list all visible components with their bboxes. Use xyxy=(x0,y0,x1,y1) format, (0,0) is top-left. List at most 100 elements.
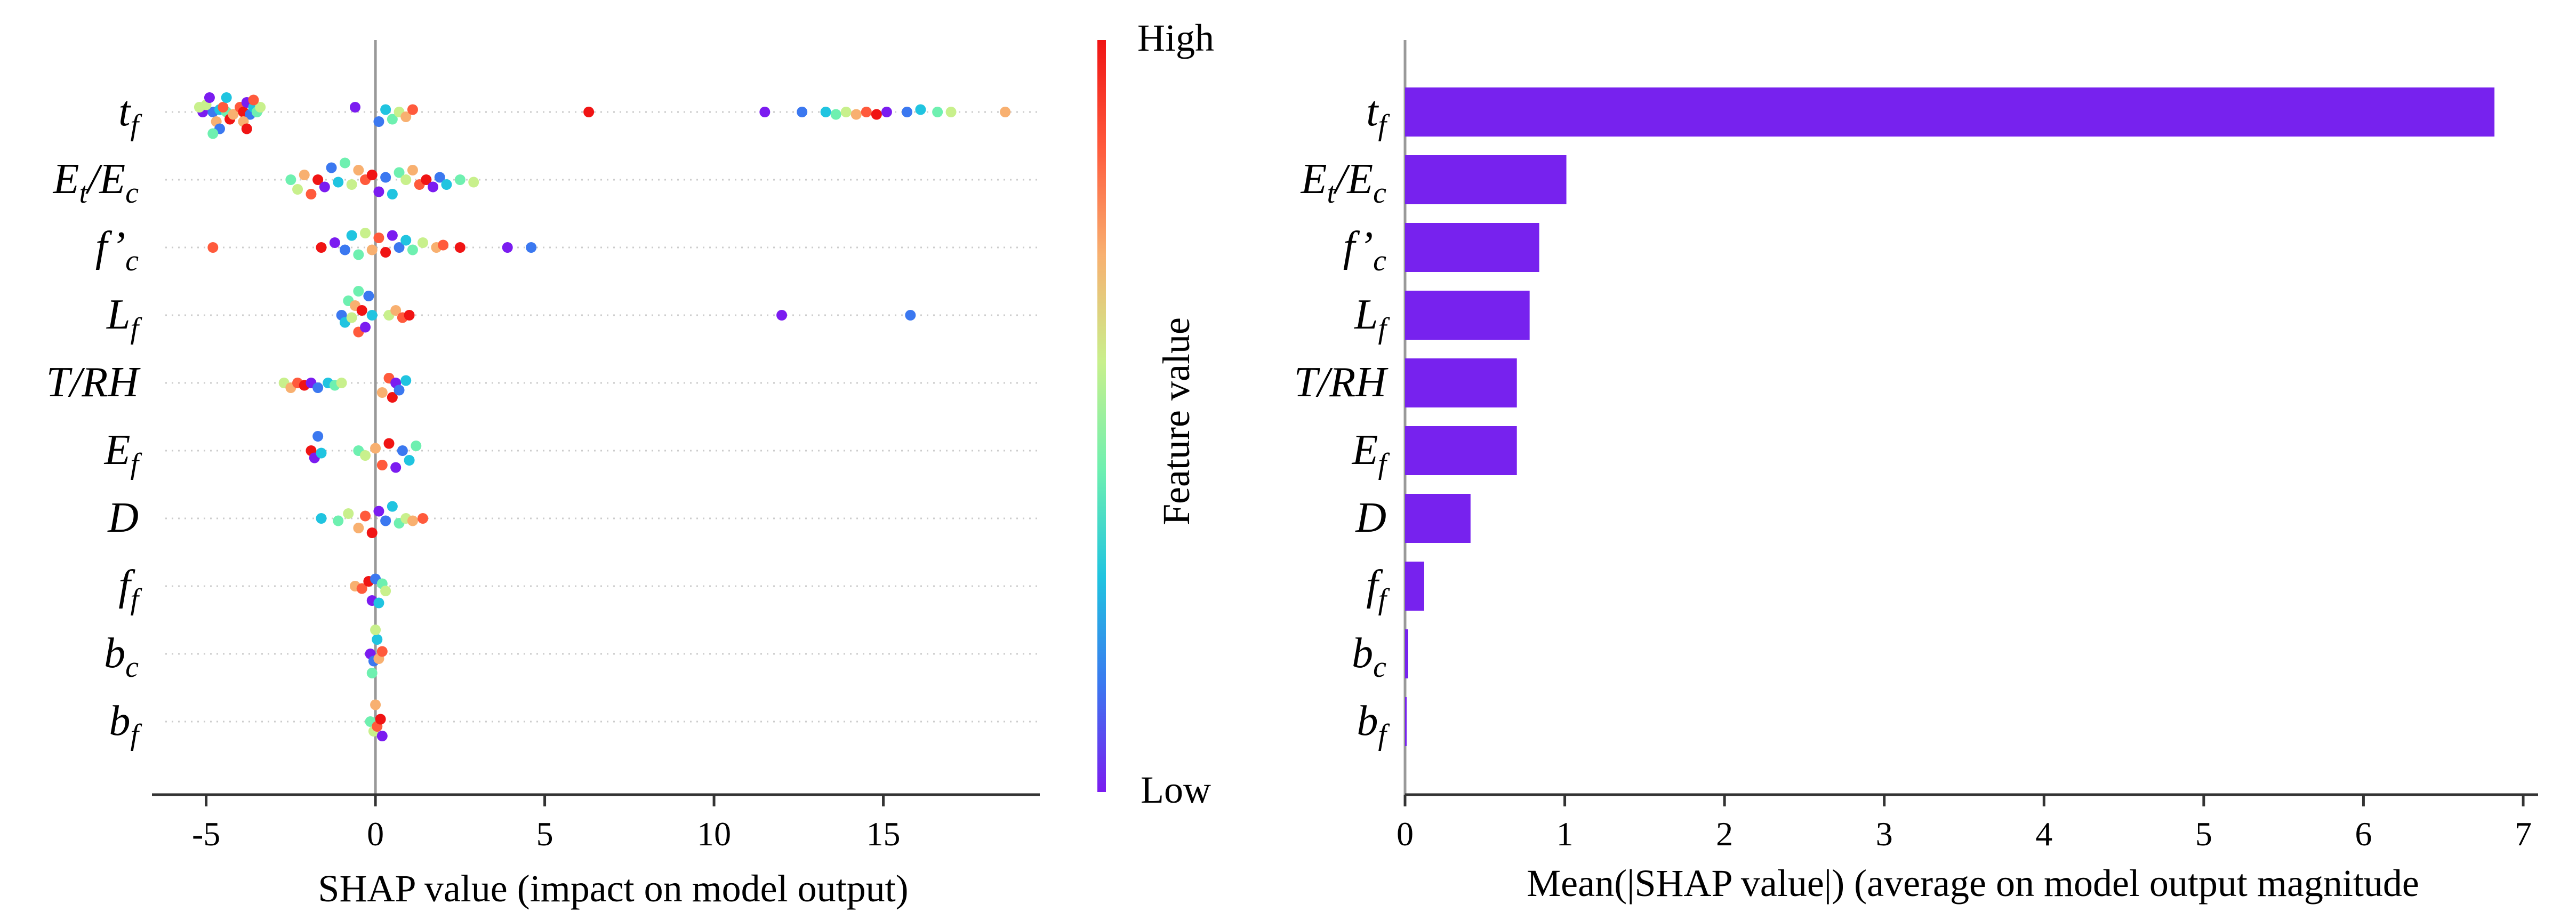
shap-dot xyxy=(248,94,259,106)
shap-dot xyxy=(441,179,452,190)
feature-label-left: f’c xyxy=(95,223,139,277)
colorbar-title: Feature value xyxy=(1155,317,1198,525)
shap-dot xyxy=(339,244,350,255)
shap-dot xyxy=(207,242,219,253)
shap-dot xyxy=(376,387,388,398)
row-gridlines xyxy=(165,111,1040,723)
shap-dot xyxy=(411,441,422,451)
shap-dot xyxy=(387,114,398,125)
shap-dot xyxy=(306,189,317,199)
colorbar: High Low Feature value xyxy=(1097,17,1214,811)
x-tick-label: 6 xyxy=(2355,815,2372,853)
shap-dot xyxy=(502,242,513,253)
shap-dot xyxy=(915,104,926,115)
shap-dot xyxy=(380,247,391,258)
x-tick-label: 1 xyxy=(1556,815,1574,853)
shap-dot xyxy=(375,714,386,725)
feature-label-right: T/RH xyxy=(1294,359,1389,406)
bar xyxy=(1405,629,1408,678)
shap-dot xyxy=(390,462,402,473)
shap-dot xyxy=(366,310,378,321)
x-tick-label: 7 xyxy=(2515,815,2532,853)
shap-dot xyxy=(902,107,913,117)
mean-shap-bar-panel: 0 1 2 3 4 5 6 7 tf Et/Ec f’c Lf T/RH Ef Dff bc bf Mean(… xyxy=(1294,40,2538,905)
shap-dot xyxy=(316,513,327,524)
feature-label-left: ff xyxy=(118,562,142,616)
shap-dot xyxy=(194,102,205,113)
shap-dot xyxy=(204,92,215,103)
shap-dot xyxy=(400,111,412,122)
shap-dot xyxy=(312,382,324,393)
shap-dot xyxy=(1000,107,1011,117)
shap-dot xyxy=(394,242,405,253)
shap-dot xyxy=(861,107,872,117)
shap-dot xyxy=(370,699,381,710)
shap-dot xyxy=(797,107,808,117)
bar xyxy=(1405,494,1471,543)
shap-dot xyxy=(881,107,892,117)
shap-dot xyxy=(400,375,412,386)
shap-dot xyxy=(526,242,537,253)
shap-dot xyxy=(820,107,831,117)
bar xyxy=(1405,358,1517,407)
x-tick-label: 0 xyxy=(1397,815,1414,853)
shap-dot xyxy=(400,174,412,185)
bar xyxy=(1405,87,2495,137)
shap-dot xyxy=(343,508,354,519)
shap-dot xyxy=(905,310,916,321)
shap-dot xyxy=(454,242,466,253)
shap-dot xyxy=(360,322,371,333)
shap-dot xyxy=(417,513,428,524)
shap-dot xyxy=(387,501,398,512)
shap-dot xyxy=(292,184,303,195)
feature-labels: tf Et/Ec f’c Lf T/RH Ef Dff bc bf xyxy=(1294,88,1391,751)
x-tick-label: 0 xyxy=(367,815,384,853)
shap-dot xyxy=(454,174,466,185)
shap-dot xyxy=(830,109,841,120)
feature-label-left: T/RH xyxy=(46,359,141,406)
shap-dot xyxy=(329,237,340,248)
shap-dot xyxy=(372,634,383,645)
shap-dot xyxy=(353,249,364,260)
colorbar-gradient xyxy=(1097,40,1106,792)
shap-dot xyxy=(945,107,957,117)
shap-dot xyxy=(366,668,378,678)
shap-dot xyxy=(366,170,378,180)
shap-dot xyxy=(356,583,367,594)
shap-dot xyxy=(241,123,252,134)
shap-dot xyxy=(404,310,415,321)
shap-beeswarm-panel: -5 0 5 10 15 tf Et/Ec f’c Lf T/RH Ef Dff bc bf SHAP … xyxy=(46,40,1040,910)
x-tick-label: 4 xyxy=(2035,815,2052,853)
shap-dot xyxy=(397,445,408,456)
shap-dot xyxy=(850,109,862,120)
shap-dot xyxy=(360,450,371,461)
shap-dot xyxy=(438,239,449,251)
shap-dot xyxy=(366,244,378,255)
shap-dot xyxy=(370,625,381,635)
shap-dot xyxy=(871,109,882,120)
feature-label-right: D xyxy=(1355,494,1386,541)
shap-dot xyxy=(373,116,384,127)
feature-label-left: D xyxy=(107,494,139,541)
shap-dot xyxy=(333,177,344,188)
shap-dot xyxy=(376,646,388,657)
feature-label-right: bc xyxy=(1352,630,1386,684)
feature-label-left: Lf xyxy=(106,291,143,345)
x-axis-label: Mean(|SHAP value|) (average on model out… xyxy=(1527,862,2419,905)
feature-label-right: Lf xyxy=(1354,291,1391,345)
shap-dot xyxy=(932,107,943,117)
shap-dot xyxy=(376,460,388,470)
shap-dot xyxy=(312,431,324,442)
shap-dot xyxy=(228,109,239,120)
feature-label-right: tf xyxy=(1366,88,1390,142)
shap-dot xyxy=(376,731,388,741)
shap-dot xyxy=(207,128,219,139)
shap-dot xyxy=(840,107,852,117)
shap-dot xyxy=(380,586,391,596)
shap-dot xyxy=(339,157,350,169)
shap-dot xyxy=(387,189,398,199)
shap-dot xyxy=(373,186,384,197)
x-axis-label: SHAP value (impact on model output) xyxy=(318,867,908,910)
shap-dot xyxy=(370,443,381,454)
